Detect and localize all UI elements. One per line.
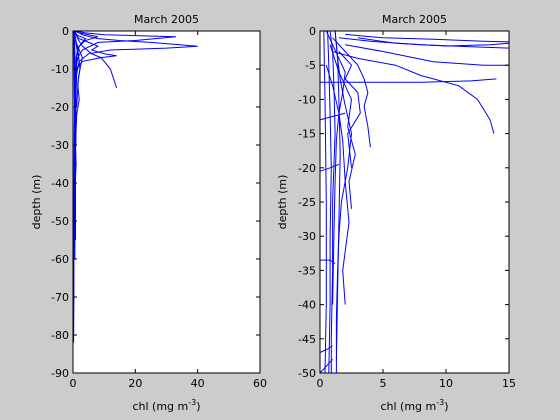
profile-line-10 <box>332 37 371 148</box>
y-axis-label-left: depth (m) <box>30 175 43 230</box>
y-tick-label: -50 <box>298 367 316 380</box>
profile-line-1 <box>329 30 336 373</box>
x-ticks-right: 0 5 10 15 <box>317 31 516 390</box>
chart-title-right: March 2005 <box>382 13 447 26</box>
y-tick-label: -70 <box>51 291 69 304</box>
profile-line-20 <box>334 30 353 373</box>
chart-left: 0 20 40 60 0 -10 -20 -30 -40 -50 -60 -70 -80 -90 Mar… <box>30 13 267 413</box>
y-tick-label: -15 <box>298 128 316 141</box>
plot-lines-right <box>319 30 510 374</box>
x-tick-label: 60 <box>253 377 267 390</box>
x-tick-label: 5 <box>380 377 387 390</box>
y-tick-label: -90 <box>51 367 69 380</box>
y-tick-label: -60 <box>51 253 69 266</box>
x-tick-label: 0 <box>70 377 77 390</box>
x-tick-label: 20 <box>128 377 142 390</box>
profile-line-5 <box>345 33 510 43</box>
y-ticks-right: 0 -5 -10 -15 -20 -25 -30 -35 -40 -45 -50 <box>298 25 509 380</box>
axes-box-left <box>72 30 261 374</box>
y-tick-label: -50 <box>51 215 69 228</box>
y-tick-label: 0 <box>309 25 316 38</box>
profile-line-7 <box>345 44 509 66</box>
y-tick-label: -20 <box>298 162 316 175</box>
profile-line-15 <box>319 112 346 121</box>
x-axis-label-left: chl (mg m-3) <box>132 398 200 413</box>
x-tick-label: 10 <box>439 377 453 390</box>
profile-line-13 <box>338 51 361 168</box>
y-tick-label: -20 <box>51 101 69 114</box>
x-ticks-left: 0 20 40 60 <box>70 31 267 390</box>
y-tick-label: -10 <box>51 63 69 76</box>
profile-line-9 <box>74 30 99 127</box>
y-ticks-left: 0 -10 -20 -30 -40 -50 -60 -70 -80 -90 <box>51 25 260 380</box>
profile-line-5 <box>74 30 118 89</box>
profile-line-12 <box>74 38 81 191</box>
profile-line-4 <box>323 30 327 374</box>
profile-line-4 <box>74 30 117 70</box>
y-tick-label: -80 <box>51 329 69 342</box>
profile-line-17 <box>320 259 336 265</box>
x-tick-label: 40 <box>191 377 205 390</box>
y-tick-label: -40 <box>51 177 69 190</box>
y-tick-label: 0 <box>62 25 69 38</box>
profile-line-12 <box>325 65 350 305</box>
profile-line-16 <box>319 163 340 172</box>
y-tick-label: -10 <box>298 93 316 106</box>
y-tick-label: -35 <box>298 264 316 277</box>
chart-title-left: March 2005 <box>134 13 199 26</box>
y-tick-label: -25 <box>298 196 316 209</box>
y-tick-label: -5 <box>305 59 316 72</box>
chart-right: 0 5 10 15 0 -5 -10 -15 -20 -25 -30 -35 -40 -45 -50 Ma… <box>276 13 516 413</box>
profile-line-21 <box>357 37 510 47</box>
y-axis-label-right: depth (m) <box>276 175 289 230</box>
profile-line-9 <box>332 51 495 134</box>
y-tick-label: -40 <box>298 299 316 312</box>
y-tick-label: -30 <box>298 230 316 243</box>
x-axis-label-right: chl (mg m-3) <box>380 398 448 413</box>
profile-line-18 <box>319 345 333 353</box>
profile-line-8 <box>320 78 497 83</box>
profile-line-14 <box>325 30 346 305</box>
y-tick-label: -45 <box>298 333 316 346</box>
profile-line-3 <box>75 30 176 70</box>
axes-background-left <box>73 31 260 373</box>
x-tick-label: 0 <box>317 377 324 390</box>
y-tick-label: -30 <box>51 139 69 152</box>
axes-background-right <box>320 31 509 373</box>
profile-line-19 <box>319 358 333 374</box>
x-tick-label: 15 <box>502 377 516 390</box>
